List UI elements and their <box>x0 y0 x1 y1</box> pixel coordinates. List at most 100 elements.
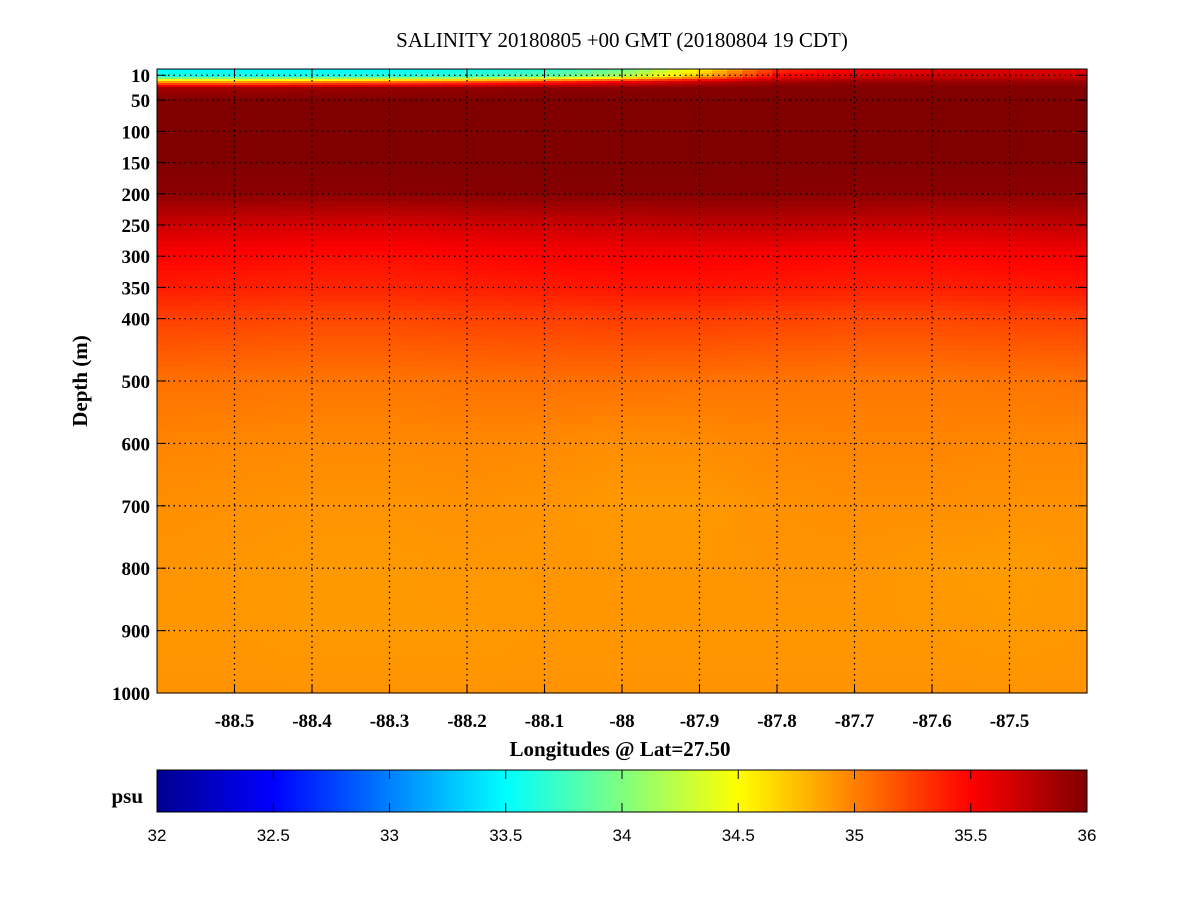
heatmap-cell <box>757 141 773 147</box>
heatmap-cell <box>997 286 1013 292</box>
heatmap-cell <box>352 316 368 322</box>
heatmap-cell <box>922 321 938 327</box>
heatmap-cell <box>577 87 593 90</box>
heatmap-cell <box>307 351 323 357</box>
heatmap-cell <box>187 251 203 257</box>
heatmap-cell <box>787 151 803 157</box>
heatmap-cell <box>472 256 488 262</box>
heatmap-cell <box>637 126 653 132</box>
heatmap-cell <box>742 326 758 332</box>
heatmap-cell <box>532 326 548 332</box>
heatmap-cell <box>937 83 953 86</box>
heatmap-cell <box>607 291 623 297</box>
heatmap-cell <box>607 411 623 417</box>
heatmap-cell <box>607 85 623 88</box>
heatmap-cell <box>532 306 548 312</box>
heatmap-cell <box>472 221 488 227</box>
heatmap-cell <box>487 146 503 152</box>
heatmap-cell <box>922 386 938 392</box>
heatmap-cell <box>187 81 203 84</box>
heatmap-cell <box>967 391 983 397</box>
heatmap-cell <box>1072 221 1088 227</box>
heatmap-cell <box>202 321 218 327</box>
heatmap-cell <box>652 95 668 98</box>
heatmap-cell <box>427 196 443 202</box>
heatmap-cell <box>652 79 668 82</box>
heatmap-cell <box>817 75 833 78</box>
heatmap-cell <box>997 311 1013 317</box>
heatmap-cell <box>997 296 1013 302</box>
heatmap-cell <box>427 156 443 162</box>
heatmap-cell <box>637 201 653 207</box>
heatmap-cell <box>562 93 578 96</box>
heatmap-cell <box>562 406 578 412</box>
heatmap-cell <box>712 296 728 302</box>
heatmap-cell <box>727 406 743 412</box>
heatmap-cell <box>622 406 638 412</box>
heatmap-cell <box>877 99 893 102</box>
heatmap-cell <box>997 87 1013 90</box>
heatmap-cell <box>832 306 848 312</box>
heatmap-cell <box>532 371 548 377</box>
heatmap-cell <box>907 371 923 377</box>
heatmap-cell <box>622 256 638 262</box>
heatmap-cell <box>1027 186 1043 192</box>
heatmap-cell <box>487 87 503 90</box>
heatmap-cell <box>157 421 173 427</box>
heatmap-cell <box>577 396 593 402</box>
heatmap-cell <box>307 241 323 247</box>
heatmap-cell <box>277 411 293 417</box>
heatmap-cell <box>412 416 428 422</box>
heatmap-cell <box>397 286 413 292</box>
heatmap-cell <box>292 396 308 402</box>
heatmap-cell <box>877 69 893 72</box>
heatmap-cell <box>487 411 503 417</box>
heatmap-cell <box>847 141 863 147</box>
heatmap-cell <box>232 141 248 147</box>
heatmap-cell <box>157 271 173 277</box>
heatmap-cell <box>862 216 878 222</box>
heatmap-cell <box>667 411 683 417</box>
heatmap-cell <box>997 236 1013 242</box>
heatmap-cell <box>517 276 533 282</box>
heatmap-cell <box>1012 261 1028 267</box>
heatmap-cell <box>772 75 788 78</box>
heatmap-cell <box>382 376 398 382</box>
heatmap-cell <box>922 126 938 132</box>
heatmap-cell <box>997 136 1013 142</box>
heatmap-cell <box>277 71 293 74</box>
heatmap-cell <box>1012 401 1028 407</box>
heatmap-cell <box>1057 271 1073 277</box>
heatmap-cell <box>742 121 758 127</box>
heatmap-cell <box>427 236 443 242</box>
heatmap-cell <box>802 206 818 212</box>
heatmap-cell <box>697 106 713 112</box>
heatmap-cell <box>982 111 998 117</box>
heatmap-cell <box>502 87 518 90</box>
heatmap-cell <box>847 306 863 312</box>
heatmap-cell <box>442 89 458 92</box>
heatmap-cell <box>532 341 548 347</box>
heatmap-cell <box>652 241 668 247</box>
heatmap-cell <box>847 151 863 157</box>
heatmap-cell <box>472 396 488 402</box>
heatmap-cell <box>487 93 503 96</box>
heatmap-cell <box>667 331 683 337</box>
heatmap-cell <box>292 216 308 222</box>
heatmap-cell <box>772 266 788 272</box>
heatmap-cell <box>817 251 833 257</box>
heatmap-cell <box>397 131 413 137</box>
heatmap-cell <box>307 136 323 142</box>
heatmap-cell <box>622 93 638 96</box>
heatmap-cell <box>1042 356 1058 362</box>
heatmap-cell <box>1012 191 1028 197</box>
heatmap-cell <box>442 361 458 367</box>
heatmap-cell <box>337 151 353 157</box>
heatmap-cell <box>202 73 218 76</box>
heatmap-cell <box>292 136 308 142</box>
heatmap-cell <box>1072 176 1088 182</box>
heatmap-cell <box>337 95 353 98</box>
heatmap-cell <box>652 75 668 78</box>
heatmap-cell <box>772 196 788 202</box>
heatmap-cell <box>907 281 923 287</box>
